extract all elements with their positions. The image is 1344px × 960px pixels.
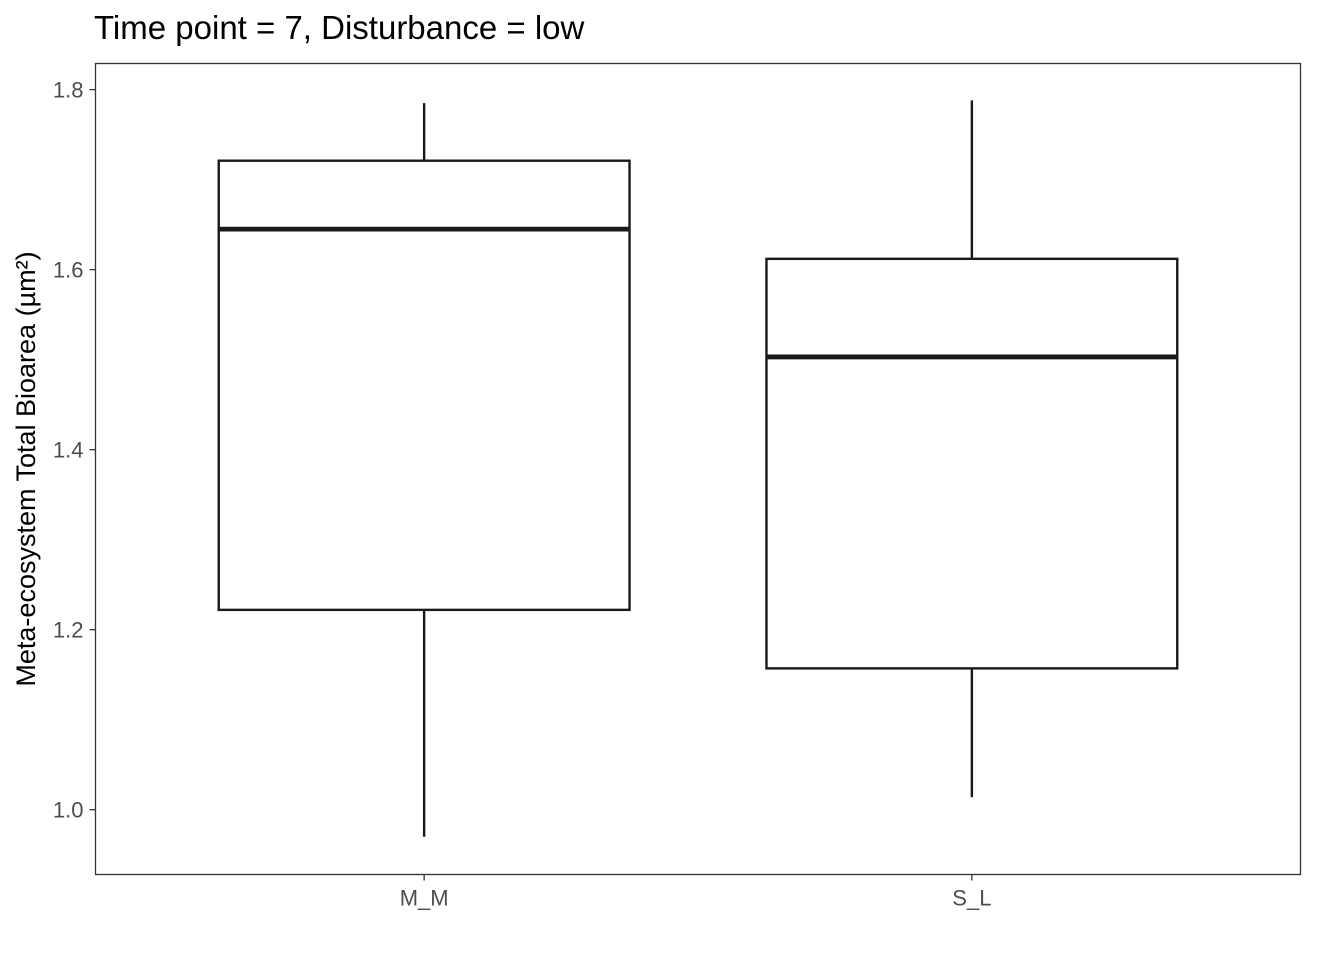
x-axis: M_M S_L bbox=[400, 874, 991, 911]
x-tick-label: M_M bbox=[400, 886, 449, 911]
plot-panel-border bbox=[94, 62, 1302, 876]
y-tick-label: 1.4 bbox=[53, 438, 84, 463]
y-tick-label: 1.6 bbox=[53, 258, 84, 283]
box-s-l bbox=[765, 100, 1179, 798]
box-iqr bbox=[217, 159, 631, 612]
box-series bbox=[217, 100, 1179, 837]
y-tick-label: 1.0 bbox=[53, 798, 84, 823]
y-axis-title: Meta-ecosystem Total Bioarea (µm²) bbox=[11, 251, 41, 686]
box-m-m bbox=[217, 103, 631, 837]
y-tick-label: 1.2 bbox=[53, 618, 84, 643]
box-iqr bbox=[765, 257, 1179, 670]
x-tick-label: S_L bbox=[952, 886, 991, 911]
y-axis: 1.0 1.2 1.4 1.6 1.8 bbox=[53, 78, 96, 823]
y-tick-label: 1.8 bbox=[53, 78, 84, 103]
chart-title: Time point = 7, Disturbance = low bbox=[94, 9, 585, 46]
